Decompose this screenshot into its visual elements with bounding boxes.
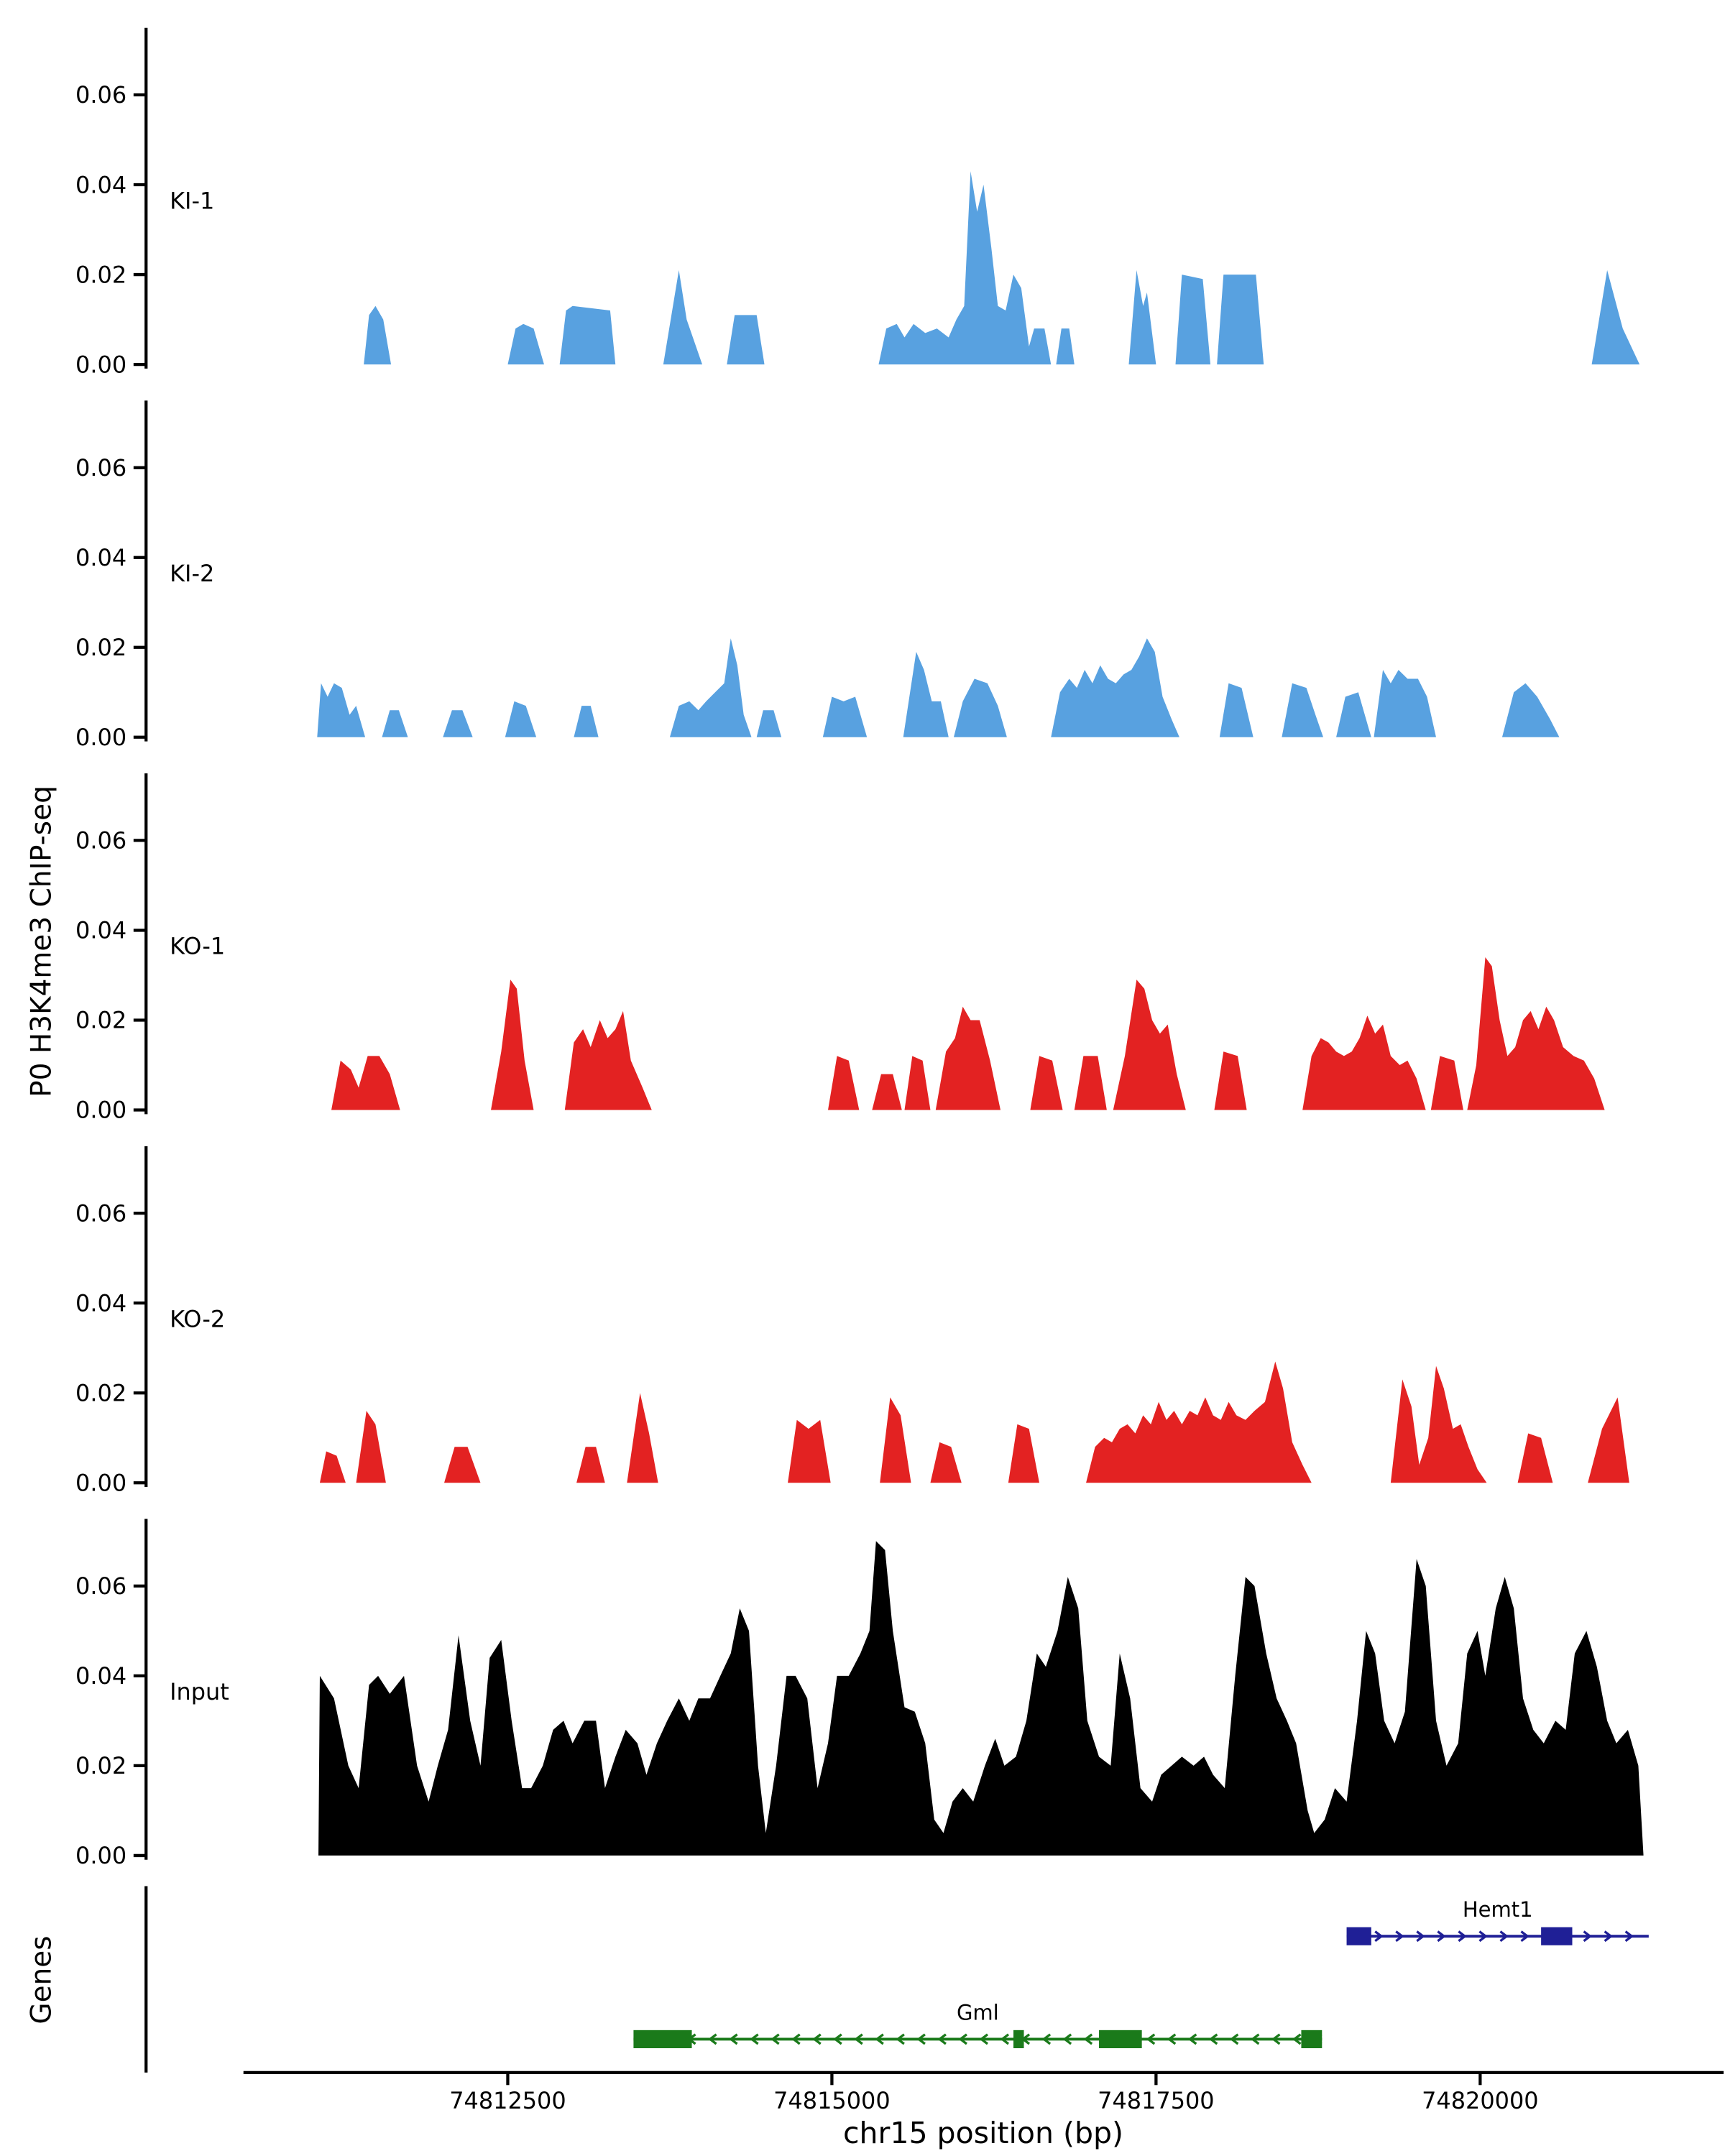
- x-tick-label: 74812500: [449, 2087, 566, 2114]
- gene-exon-gml: [1301, 2030, 1322, 2048]
- y-tick-label: 0.04: [75, 1662, 126, 1690]
- strand-arrow-icon: [1374, 1930, 1384, 1943]
- strand-arrow-icon: [1167, 2033, 1177, 2045]
- strand-arrow-icon: [708, 2033, 717, 2045]
- strand-arrow-icon: [937, 2033, 947, 2045]
- strand-arrow-icon: [1229, 2033, 1239, 2045]
- track-label-ki-2: KI-2: [170, 560, 214, 587]
- y-tick-label: 0.02: [75, 1379, 126, 1406]
- strand-arrow-icon: [1146, 2033, 1156, 2045]
- strand-arrow-icon: [770, 2033, 780, 2045]
- strand-arrow-icon: [875, 2033, 884, 2045]
- strand-arrow-icon: [833, 2033, 842, 2045]
- track-label-input: Input: [170, 1678, 229, 1705]
- strand-arrow-icon: [1604, 1930, 1614, 1943]
- strand-arrow-icon: [1478, 1930, 1488, 1943]
- y-tick-label: 0.02: [75, 261, 126, 288]
- y-tick-label: 0.04: [75, 544, 126, 571]
- strand-arrow-icon: [1041, 2033, 1052, 2045]
- strand-arrow-icon: [1395, 1930, 1404, 1943]
- strand-arrow-icon: [958, 2033, 967, 2045]
- gene-exon-gml: [1013, 2030, 1024, 2048]
- y-tick-label: 0.06: [75, 1199, 126, 1227]
- x-tick-label: 74817500: [1098, 2087, 1214, 2114]
- track-label-ko-1: KO-1: [170, 933, 225, 960]
- strand-arrow-icon: [1083, 2033, 1093, 2045]
- signal-area-input: [318, 1541, 1644, 1856]
- y-axis-title: P0 H3K4me3 ChIP-seq: [25, 786, 58, 1097]
- strand-arrow-icon: [1250, 2033, 1260, 2045]
- y-tick-label: 0.02: [75, 1752, 126, 1779]
- gene-exon-gml: [633, 2030, 692, 2048]
- y-tick-label: 0.06: [75, 81, 126, 109]
- strand-arrow-icon: [812, 2033, 822, 2045]
- strand-arrow-icon: [729, 2033, 738, 2045]
- gene-exon-gml: [1099, 2030, 1142, 2048]
- gene-label-gml: Gml: [957, 2000, 999, 2024]
- y-tick-label: 0.02: [75, 634, 126, 661]
- strand-arrow-icon: [1458, 1930, 1467, 1943]
- y-tick-label: 0.00: [75, 724, 126, 751]
- strand-arrow-icon: [1062, 2033, 1072, 2045]
- y-tick-label: 0.06: [75, 1572, 126, 1600]
- strand-arrow-icon: [1583, 1930, 1592, 1943]
- track-label-ki-1: KI-1: [170, 187, 214, 214]
- strand-arrow-icon: [1520, 1930, 1530, 1943]
- strand-arrow-icon: [1499, 1930, 1509, 1943]
- y-tick-label: 0.04: [75, 171, 126, 198]
- strand-arrow-icon: [1208, 2033, 1218, 2045]
- strand-arrow-icon: [1292, 2033, 1302, 2045]
- y-tick-label: 0.00: [75, 1842, 126, 1869]
- genes-facet-label: Genes: [25, 1935, 58, 2024]
- strand-arrow-icon: [791, 2033, 801, 2045]
- y-tick-label: 0.04: [75, 917, 126, 944]
- strand-arrow-icon: [1271, 2033, 1281, 2045]
- y-tick-label: 0.04: [75, 1289, 126, 1317]
- signal-area-ko-1: [331, 957, 1605, 1110]
- y-tick-label: 0.06: [75, 454, 126, 482]
- y-tick-label: 0.06: [75, 827, 126, 854]
- x-tick-label: 74820000: [1422, 2087, 1538, 2114]
- strand-arrow-icon: [979, 2033, 988, 2045]
- y-tick-label: 0.00: [75, 1097, 126, 1124]
- signal-area-ki-1: [364, 171, 1640, 365]
- signal-area-ki-2: [317, 638, 1560, 737]
- strand-arrow-icon: [896, 2033, 905, 2045]
- gene-exon-hemt1: [1541, 1927, 1573, 1945]
- gene-exon-hemt1: [1346, 1927, 1371, 1945]
- y-tick-label: 0.00: [75, 1469, 126, 1496]
- track-label-ko-2: KO-2: [170, 1305, 225, 1332]
- strand-arrow-icon: [750, 2033, 759, 2045]
- strand-arrow-icon: [1000, 2033, 1010, 2045]
- strand-arrow-icon: [1187, 2033, 1197, 2045]
- x-tick-label: 74815000: [773, 2087, 890, 2114]
- x-axis-title: chr15 position (bp): [842, 2116, 1124, 2150]
- strand-arrow-icon: [916, 2033, 926, 2045]
- signal-area-ko-2: [319, 1361, 1629, 1483]
- strand-arrow-icon: [854, 2033, 863, 2045]
- y-tick-label: 0.00: [75, 351, 126, 378]
- gene-label-hemt1: Hemt1: [1463, 1897, 1533, 1922]
- y-tick-label: 0.02: [75, 1007, 126, 1034]
- strand-arrow-icon: [1416, 1930, 1425, 1943]
- strand-arrow-icon: [1437, 1930, 1446, 1943]
- strand-arrow-icon: [1624, 1930, 1634, 1943]
